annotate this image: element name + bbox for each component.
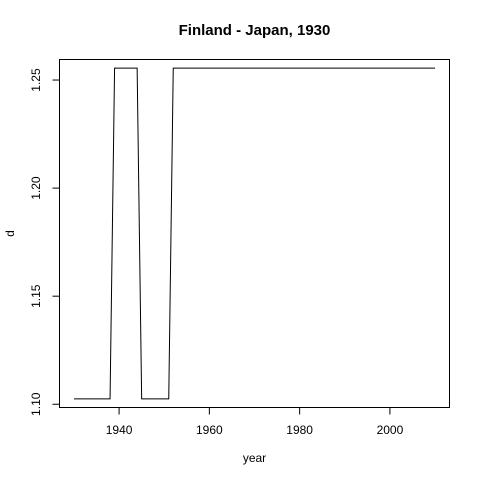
y-tick-label: 1.20 bbox=[29, 176, 43, 200]
x-tick-label: 2000 bbox=[377, 423, 404, 437]
y-axis-label: d bbox=[3, 230, 17, 237]
plot-frame bbox=[59, 59, 450, 408]
y-tick-label: 1.10 bbox=[29, 392, 43, 416]
series-line bbox=[73, 67, 436, 400]
x-axis: 1940 1960 1980 2000 bbox=[106, 407, 404, 437]
series-layer bbox=[73, 67, 436, 400]
x-tick-label: 1980 bbox=[286, 423, 313, 437]
y-axis: 1.10 1.15 1.20 1.25 bbox=[29, 68, 60, 416]
x-axis-label: year bbox=[243, 451, 266, 465]
x-tick-label: 1940 bbox=[106, 423, 133, 437]
y-tick-label: 1.15 bbox=[29, 284, 43, 308]
y-tick-label: 1.25 bbox=[29, 68, 43, 92]
x-tick-label: 1960 bbox=[196, 423, 223, 437]
chart-title: Finland - Japan, 1930 bbox=[179, 22, 331, 39]
